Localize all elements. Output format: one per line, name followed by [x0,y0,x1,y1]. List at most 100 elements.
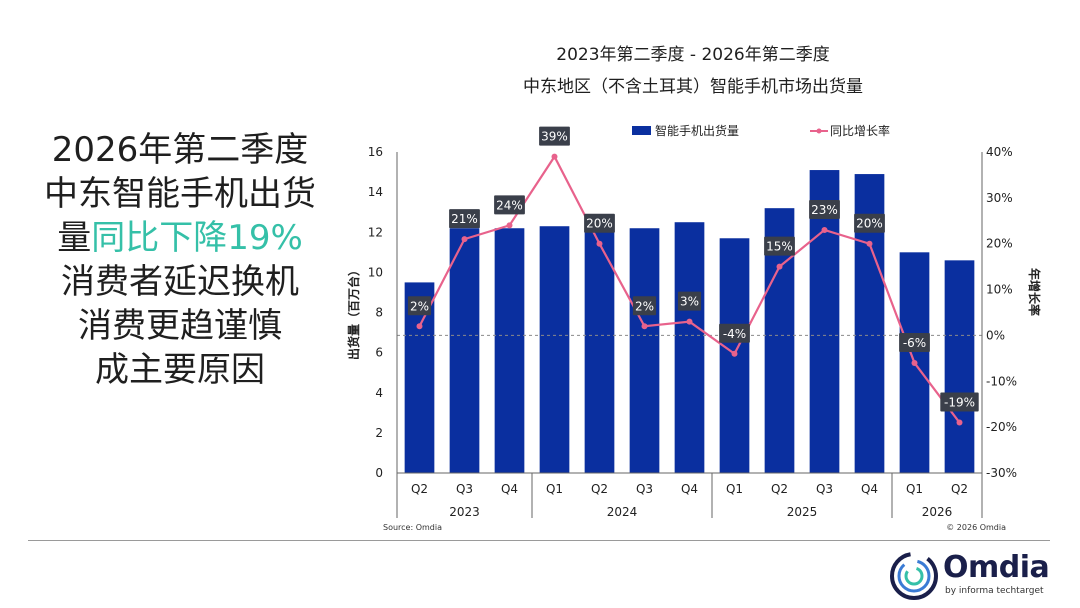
growth-point [911,359,918,366]
x-tick-label: Q2 [411,482,428,496]
omdia-logo: Omdia by informa techtarget [888,548,1058,604]
headline-highlight: 同比下降19% [91,218,303,258]
headline-line: 消费更趋谨慎 [78,306,282,346]
chart-title-line1: 2023年第二季度 - 2026年第二季度 [556,45,829,65]
x-tick-label: Q1 [726,482,743,496]
headline-text: 量 [57,218,92,258]
growth-label: -4% [723,327,746,341]
y-tick-label: 6 [375,346,383,360]
growth-point [686,318,693,325]
y-tick-label: 8 [375,306,383,320]
bar [809,170,840,473]
x-tick-label: Q4 [501,482,518,496]
growth-label-box [539,126,570,146]
copyright-note: © 2026 Omdia [946,523,1006,532]
headline-line: 中东智能手机出货 [44,174,316,214]
y-tick-label: 14 [368,185,383,199]
x-tick-label: Q3 [816,482,833,496]
x-tick-label: Q3 [456,482,473,496]
bar [674,222,705,473]
year-label: 2026 [922,505,953,519]
divider [28,540,1050,541]
plot-area: 0 2 4 6 8 10 12 14 16 -30% -20% -10% 0% 10% 20% 30% 40% Q… [368,126,1017,519]
x-tick-label: Q4 [681,482,698,496]
omdia-logo-text: Omdia [943,550,1050,585]
y-tick-label: 12 [368,225,383,239]
shipment-chart: 2023年第二季度 - 2026年第二季度 中东地区（不含土耳其）智能手机市场出… [346,45,1042,532]
growth-point [956,419,963,426]
y-axis-title: 出货量（百万台） [346,264,361,360]
omdia-logo-icon [890,552,938,600]
y-tick-label: 16 [368,145,383,159]
growth-label: 2% [635,299,654,313]
legend-line-label: 同比增长率 [830,123,890,138]
x-tick-label: Q2 [771,482,788,496]
headline-line: 消费者延迟换机 [61,262,299,302]
growth-label-box [940,392,979,412]
growth-label-box [764,236,795,256]
bar [449,228,480,473]
x-tick-label: Q1 [546,482,563,496]
growth-point [821,226,828,233]
growth-label: 2% [410,299,429,313]
growth-label-box [407,296,432,316]
growth-label: 3% [680,295,699,309]
headline-line: 2026年第二季度 [51,130,309,170]
y2-tick-label: 10% [986,283,1013,297]
bar [584,230,615,473]
growth-label: 15% [766,240,793,254]
growth-label: 20% [586,217,613,231]
bar [944,260,975,473]
growth-label: 24% [496,198,523,212]
y-tick-label: 4 [375,386,383,400]
x-tick-label: Q2 [951,482,968,496]
x-tick-label: Q4 [861,482,878,496]
omdia-logo-tagline: by informa techtarget [945,586,1044,596]
growth-label-box [809,199,840,219]
growth-label-box [449,209,480,229]
growth-label-box [854,213,885,233]
x-tick-label: Q2 [591,482,608,496]
growth-label-box [677,291,702,311]
growth-label: 21% [451,212,478,226]
year-label: 2023 [449,505,480,519]
growth-label-box [632,296,657,316]
x-tick-label: Q3 [636,482,653,496]
y2-tick-label: -30% [986,466,1017,480]
y2-tick-label: 20% [986,237,1013,251]
growth-point [551,153,558,160]
growth-point [461,236,468,243]
y2-tick-label: 0% [986,328,1005,342]
growth-label: 23% [811,203,838,217]
x-tick-label: Q1 [906,482,923,496]
growth-point [731,350,738,357]
growth-label-box [494,195,525,215]
bar [494,228,525,473]
growth-point [866,240,873,247]
growth-label-box [584,213,615,233]
legend-bar-swatch [632,126,651,135]
y2-tick-label: 40% [986,145,1013,159]
y2-tick-label: 30% [986,191,1013,205]
year-label: 2024 [607,505,638,519]
growth-point [416,323,423,330]
growth-point [506,222,513,229]
source-note: Source: Omdia [383,523,442,532]
bar [539,226,570,473]
y-tick-label: 10 [368,265,383,279]
legend: 智能手机出货量 同比增长率 [632,123,890,138]
headline: 2026年第二季度 中东智能手机出货 量同比下降19% 消费者延迟换机 消费更趋… [20,128,340,392]
legend-line-marker [816,128,822,134]
legend-bar-label: 智能手机出货量 [655,123,739,138]
headline-line: 成主要原因 [95,350,265,390]
year-label: 2025 [787,505,818,519]
bar [629,228,660,473]
growth-point [596,240,603,247]
growth-label-box [719,323,750,343]
growth-label: 39% [541,130,568,144]
growth-point [641,323,648,330]
growth-label: -6% [903,336,926,350]
growth-label-box [899,332,930,352]
headline-line: 量同比下降19% [20,216,340,260]
chart-title-line2: 中东地区（不含土耳其）智能手机市场出货量 [523,77,863,97]
